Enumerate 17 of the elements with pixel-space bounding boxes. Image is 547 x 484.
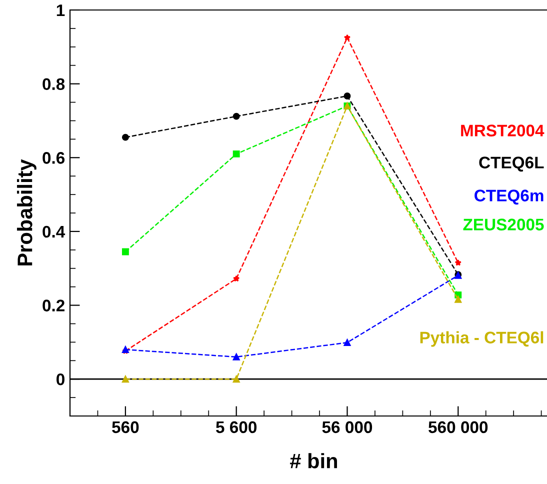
y-tick-label: 0.4	[42, 226, 66, 238]
text: CTEQ6m	[474, 190, 544, 205]
y-tick-label: 0	[56, 373, 64, 386]
y-tick-label: 1	[56, 4, 65, 16]
x-axis-title: # bin	[290, 453, 337, 468]
y-tick-label: 0.2	[42, 300, 64, 312]
y-tick-label: 0.6	[42, 152, 65, 164]
y-axis-title: Probability	[16, 159, 36, 266]
y-tick-label: 0.8	[42, 78, 65, 90]
text: Pythia - CTEQ6l	[420, 331, 544, 347]
x-tick-label: 56 000	[322, 421, 372, 434]
text: CTEQ6L	[479, 156, 544, 172]
x-tick-label: 560 000	[428, 421, 488, 434]
text: ZEUS2005	[463, 218, 544, 230]
x-tick-label: 5 600	[216, 421, 257, 434]
text: MRST2004	[461, 124, 544, 136]
x-tick-label: 560	[112, 421, 139, 434]
